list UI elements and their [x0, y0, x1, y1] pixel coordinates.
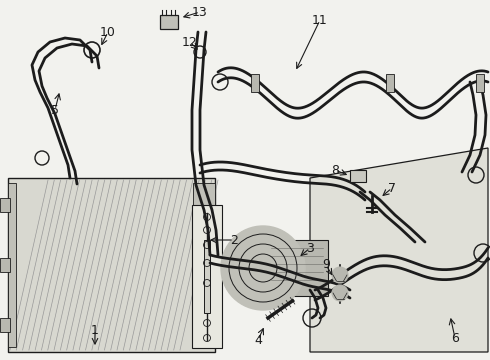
Bar: [476, 74, 484, 92]
Text: 11: 11: [312, 13, 328, 27]
Bar: [8, 178, 215, 352]
Bar: [386, 74, 394, 92]
Text: 8: 8: [331, 163, 339, 176]
Bar: [251, 74, 259, 92]
Bar: [192, 205, 222, 348]
Bar: [204, 240, 210, 313]
Circle shape: [221, 226, 305, 310]
Bar: [8, 183, 16, 347]
Bar: [0, 198, 10, 212]
Bar: [0, 258, 10, 272]
Text: 2: 2: [230, 234, 238, 247]
Text: 6: 6: [451, 332, 459, 345]
Bar: [193, 183, 215, 347]
Text: 3: 3: [306, 242, 314, 255]
Circle shape: [332, 285, 348, 301]
Text: 12: 12: [182, 36, 198, 49]
Text: 10: 10: [100, 26, 116, 39]
Text: 13: 13: [192, 5, 208, 18]
Circle shape: [332, 267, 348, 283]
Bar: [160, 15, 178, 29]
Bar: [350, 170, 366, 182]
Text: 4: 4: [254, 333, 262, 346]
Text: 9: 9: [322, 258, 330, 271]
Bar: [268, 240, 328, 296]
Text: 1: 1: [91, 324, 99, 337]
Polygon shape: [310, 148, 488, 352]
Bar: [0, 318, 10, 332]
Text: 7: 7: [388, 181, 396, 194]
Text: 5: 5: [51, 104, 59, 117]
